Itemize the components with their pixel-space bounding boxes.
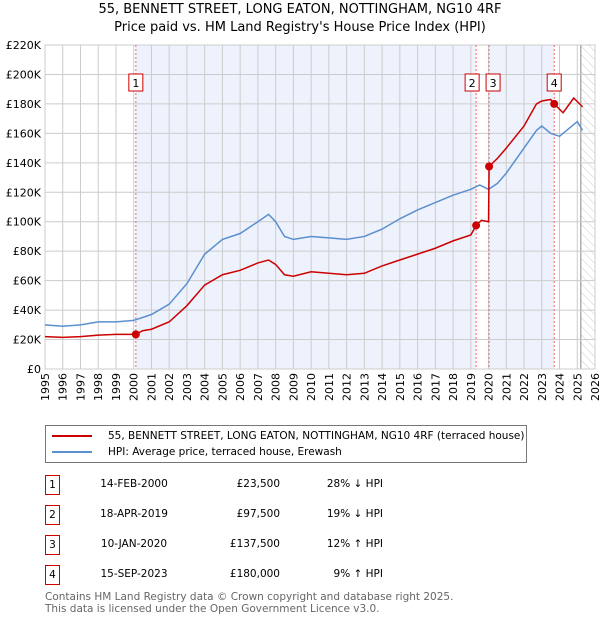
y-tick-label: £60K (13, 275, 42, 288)
sale-point (485, 162, 494, 171)
y-tick-label: £140K (6, 157, 42, 170)
sale-label-border (546, 73, 562, 92)
sale-row: 4 15-SEP-2023 £180,000 9% ↑ HPI (45, 565, 545, 585)
x-tick-label: 2025 (571, 373, 584, 401)
legend-label-hpi: HPI: Average price, terraced house, Erew… (108, 446, 342, 458)
sale-date: 10-JAN-2020 (100, 538, 168, 550)
y-tick-label: £80K (13, 245, 42, 258)
x-tick-label: 1996 (57, 373, 70, 401)
x-tick-label: 2018 (447, 373, 460, 401)
x-tick-label: 2017 (429, 373, 442, 401)
legend-label-property: 55, BENNETT STREET, LONG EATON, NOTTINGH… (108, 430, 525, 442)
x-tick-label: 2006 (234, 373, 247, 401)
sale-label-box: 3 (485, 73, 501, 92)
footer-line-2: This data is licensed under the Open Gov… (45, 603, 380, 615)
sale-number: 4 (45, 565, 60, 585)
sale-hpi-diff: 12% ↑ HPI (326, 538, 383, 550)
x-tick-label: 1995 (39, 373, 52, 401)
x-tick-label: 2021 (500, 373, 513, 401)
x-tick-label: 2014 (376, 373, 389, 401)
x-tick-label: 1997 (74, 373, 87, 401)
sale-price: £180,000 (229, 568, 280, 580)
sale-label-border (128, 73, 144, 92)
y-tick-label: £20K (13, 334, 42, 347)
sale-row: 1 14-FEB-2000 £23,500 28% ↓ HPI (45, 475, 545, 495)
sale-hpi-diff: 28% ↓ HPI (326, 478, 383, 490)
sale-number: 1 (45, 475, 60, 495)
x-tick-label: 2000 (128, 373, 141, 401)
footer: Contains HM Land Registry data © Crown c… (45, 591, 453, 615)
legend: 55, BENNETT STREET, LONG EATON, NOTTINGH… (45, 425, 527, 463)
chart-subtitle: Price paid vs. HM Land Registry's House … (114, 20, 486, 35)
x-tick-label: 2005 (216, 373, 229, 401)
sale-price: £137,500 (229, 538, 280, 550)
y-tick-label: £160K (6, 127, 42, 140)
y-tick-label: £120K (6, 186, 42, 199)
sale-row: 3 10-JAN-2020 £137,500 12% ↑ HPI (45, 535, 545, 555)
shade-period-1 (135, 45, 477, 369)
x-tick-label: 1998 (92, 373, 105, 401)
sale-date: 14-FEB-2000 (100, 478, 168, 490)
sale-price: £97,500 (236, 508, 280, 520)
sale-label-number: 1 (132, 77, 139, 90)
footer-line-1: Contains HM Land Registry data © Crown c… (45, 591, 454, 603)
sale-label-border (485, 73, 501, 92)
x-tick-label: 2009 (287, 373, 300, 401)
sale-number: 3 (45, 535, 60, 555)
sale-row: 2 18-APR-2019 £97,500 19% ↓ HPI (45, 505, 545, 525)
chart-title: 55, BENNETT STREET, LONG EATON, NOTTINGH… (98, 2, 502, 17)
x-tick-label: 2002 (163, 373, 176, 401)
legend-swatch-property (52, 435, 92, 437)
sale-label-number: 2 (469, 77, 476, 90)
sale-label-box: 4 (546, 73, 562, 92)
legend-swatch-hpi (52, 451, 92, 453)
x-tick-label: 2026 (589, 373, 600, 401)
x-tick-label: 2008 (270, 373, 283, 401)
sale-hpi-diff: 19% ↓ HPI (326, 508, 383, 520)
sale-label-number: 4 (551, 77, 558, 90)
x-tick-label: 2010 (305, 373, 318, 401)
sale-point (472, 221, 481, 230)
sale-point (550, 99, 559, 108)
x-tick-label: 2012 (341, 373, 354, 401)
x-tick-label: 2024 (554, 373, 567, 401)
sale-label-number: 3 (490, 77, 497, 90)
sale-date: 18-APR-2019 (100, 508, 168, 520)
x-tick-label: 2016 (412, 373, 425, 401)
x-tick-label: 2013 (358, 373, 371, 401)
sale-label-border (464, 73, 480, 92)
sale-label-box: 2 (464, 73, 480, 92)
property-price-line (44, 96, 584, 339)
x-tick-label: 2011 (323, 373, 336, 401)
y-tick-label: £40K (13, 304, 42, 317)
chart-svg: 1995 1996 1997 1998 1999 2000 2001 2002 2003 2004… (6, 39, 600, 401)
x-tick-label: 2004 (199, 373, 212, 401)
sale-point (131, 330, 140, 339)
x-tick-label: 2007 (252, 373, 265, 401)
forecast-hatch (580, 45, 595, 369)
x-tick-label: 2019 (465, 373, 478, 401)
sale-hpi-diff: 9% ↑ HPI (333, 568, 383, 580)
sale-label-box: 1 (128, 73, 144, 92)
sale-date: 15-SEP-2023 (100, 568, 168, 580)
x-tick-label: 2020 (483, 373, 496, 401)
plot-border (44, 44, 596, 370)
shade-period-2 (489, 45, 555, 369)
x-tick-label: 2003 (181, 373, 194, 401)
x-tick-label: 2023 (536, 373, 549, 401)
sale-number: 2 (45, 505, 60, 525)
y-tick-label: £220K (6, 39, 42, 52)
x-tick-label: 1999 (110, 373, 123, 401)
x-tick-label: 2015 (394, 373, 407, 401)
hpi-line (44, 120, 584, 328)
y-tick-label: £0 (27, 363, 41, 376)
y-tick-label: £200K (6, 68, 42, 81)
sale-price: £23,500 (236, 478, 280, 490)
y-tick-label: £100K (6, 216, 42, 229)
y-tick-label: £180K (6, 98, 42, 111)
x-tick-label: 2001 (145, 373, 158, 401)
x-tick-label: 2022 (518, 373, 531, 401)
